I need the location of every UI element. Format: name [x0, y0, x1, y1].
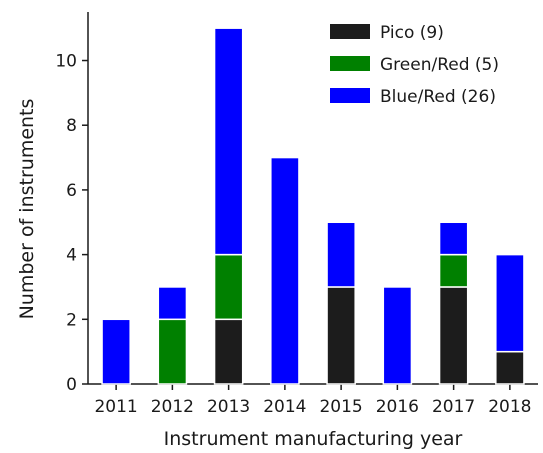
x-axis-label: Instrument manufacturing year	[164, 428, 463, 450]
bar-segment	[382, 286, 413, 385]
legend-swatch	[330, 88, 370, 103]
y-tick-label: 6	[66, 181, 77, 201]
legend: Pico (9) Green/Red (5) Blue/Red (26)	[330, 23, 499, 107]
bar-segment	[213, 318, 244, 385]
bar-segment	[438, 253, 469, 288]
x-tick-label: 2012	[151, 397, 194, 417]
bar-segment	[495, 350, 525, 385]
legend-label: Pico (9)	[380, 23, 444, 43]
bar-segment	[101, 318, 131, 385]
bar-segment	[326, 221, 356, 288]
x-tick-label: 2014	[263, 397, 306, 417]
bar-segment	[438, 286, 469, 385]
y-tick-label: 0	[66, 375, 77, 395]
x-tick-label: 2013	[207, 397, 250, 417]
bar-segment	[157, 286, 188, 321]
y-tick-label: 2	[66, 310, 77, 330]
bar-segment	[495, 253, 525, 353]
bar-segment	[438, 221, 469, 256]
bar-segment	[157, 318, 188, 385]
axes: 0 2 4 6 8 10 2011 2012 2013 2014 2015 2016 2017 2018	[55, 12, 538, 417]
bar-segment	[213, 27, 244, 256]
x-tick-label: 2017	[432, 397, 475, 417]
y-tick-label: 4	[66, 246, 77, 266]
bar-segment	[270, 156, 300, 385]
y-tick-label: 8	[66, 116, 77, 136]
legend-label: Green/Red (5)	[380, 55, 499, 75]
y-axis-label: Number of instruments	[16, 99, 38, 320]
x-tick-label: 2011	[94, 397, 137, 417]
x-tick-label: 2015	[319, 397, 362, 417]
bars	[101, 27, 525, 385]
legend-label: Blue/Red (26)	[380, 87, 496, 107]
y-tick-label: 10	[55, 52, 77, 72]
bar-segment	[326, 286, 356, 385]
x-tick-label: 2018	[488, 397, 531, 417]
x-tick-label: 2016	[376, 397, 419, 417]
bar-segment	[213, 253, 244, 321]
legend-swatch	[330, 56, 370, 71]
legend-swatch	[330, 24, 370, 39]
